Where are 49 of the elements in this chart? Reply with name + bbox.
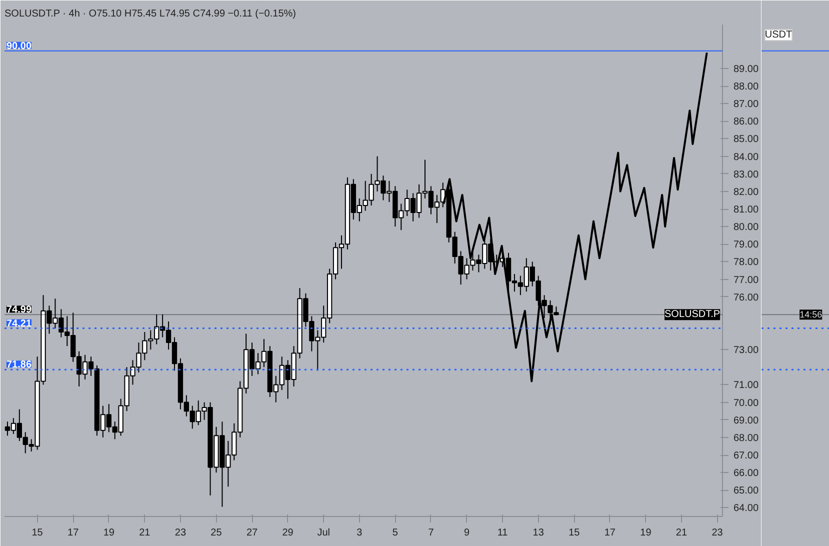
x-tick-label: 9: [464, 528, 470, 538]
x-tick-label: 5: [392, 528, 398, 538]
y-tick-label: 69.00: [734, 415, 759, 426]
y-tick-label: 87.00: [734, 99, 759, 110]
x-tick-label: 15: [32, 528, 44, 538]
y-tick-label: 85.00: [734, 134, 759, 146]
text: 14:56: [800, 310, 822, 320]
x-tick-label: 23: [712, 528, 724, 538]
y-tick-label: 68.00: [734, 432, 759, 444]
x-tick-label: 19: [103, 528, 115, 538]
x-tick-label: 3: [356, 528, 363, 538]
y-tick-label: 76.00: [734, 292, 759, 304]
x-tick-label: 15: [568, 528, 580, 538]
annotation: SOLUSDT.P: [664, 309, 720, 320]
x-tick-label: 29: [282, 528, 294, 538]
y-tick-label: 82.00: [734, 186, 759, 198]
y-axis-title: USDT: [764, 30, 792, 40]
y-tick-label: 80.00: [734, 222, 759, 234]
x-tick-label: 17: [604, 528, 616, 538]
ref-line-label: 74.21: [6, 318, 32, 330]
y-tick-label: 88.00: [734, 82, 759, 92]
y-tick-label: 73.00: [734, 345, 759, 356]
x-tick-label: 21: [676, 528, 688, 538]
y-tick-label: 81.00: [734, 204, 759, 216]
x-tick-label: Jul: [317, 528, 330, 538]
y-tick-label: 71.00: [734, 380, 759, 392]
x-tick-label: 27: [246, 528, 258, 538]
x-tick-label: 11: [497, 528, 508, 538]
y-tick-label: 84.00: [734, 152, 759, 163]
x-tick-label: 13: [532, 528, 544, 538]
y-tick-label: 64.00: [734, 503, 759, 514]
ref-line-label: 71.86: [6, 360, 32, 371]
x-tick-label: 21: [139, 528, 151, 538]
y-tick-label: 70.00: [734, 398, 759, 409]
y-tick-label: 77.00: [734, 274, 759, 286]
x-tick-label: 25: [210, 528, 222, 538]
y-tick-label: 67.00: [734, 450, 759, 462]
y-tick-label: 78.00: [734, 257, 759, 268]
y-tick-label: 86.00: [734, 116, 759, 128]
x-tick-label: 17: [68, 528, 80, 538]
x-tick-label: 23: [174, 528, 186, 538]
y-tick-label: 79.00: [734, 240, 759, 251]
y-tick-label: 66.00: [734, 468, 759, 480]
y-tick-label: 89.00: [734, 64, 759, 75]
x-tick-label: 19: [640, 528, 652, 538]
x-tick-label: 7: [428, 528, 434, 538]
y-tick-label: 65.00: [734, 486, 759, 497]
chart-title: SOLUSDT.P · 4h · O75.10 H75.45 L74.95 C74.99 −0.11 (−0.15%): [4, 8, 296, 20]
y-tick-label: 83.00: [734, 169, 759, 180]
